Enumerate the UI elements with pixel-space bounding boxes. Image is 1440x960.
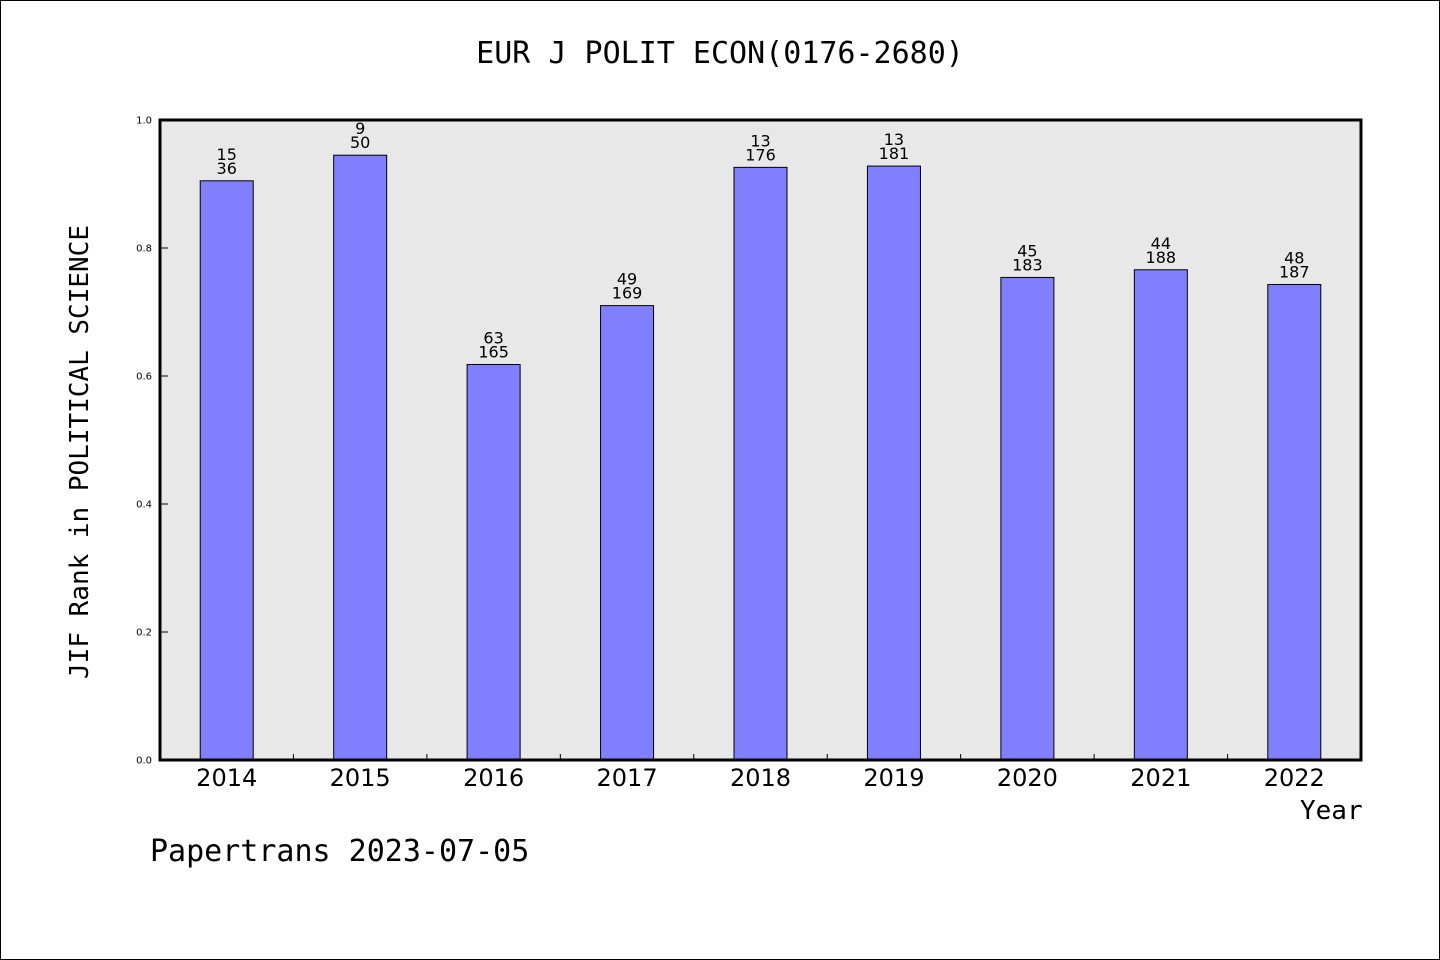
bar xyxy=(733,166,788,761)
bar-total-label: 183 xyxy=(1012,255,1043,274)
bar-total-label: 36 xyxy=(217,159,237,178)
y-tick-label: 1.0 xyxy=(136,116,152,127)
bar xyxy=(333,154,388,761)
y-tick-label: 0.0 xyxy=(136,756,152,767)
bar-total-label: 181 xyxy=(879,144,910,163)
x-axis-label: Year xyxy=(1300,796,1363,826)
y-tick-label: 0.4 xyxy=(136,500,152,511)
x-tick-label: 2019 xyxy=(863,764,924,792)
bar-rank-label: 9 xyxy=(355,119,365,138)
bar-rank-label: 15 xyxy=(217,145,237,164)
bar-rank-label: 48 xyxy=(1284,248,1304,267)
bar-total-label: 50 xyxy=(350,133,370,152)
chart-title: EUR J POLIT ECON(0176-2680) xyxy=(476,36,964,71)
bar-rank-label: 49 xyxy=(617,270,637,289)
plot-border xyxy=(158,118,1363,762)
x-tick-label: 2016 xyxy=(463,764,524,792)
x-tick-label: 2018 xyxy=(730,764,791,792)
bar xyxy=(1000,276,1055,761)
x-tick-label: 2014 xyxy=(196,764,257,792)
bar-total-label: 176 xyxy=(745,145,776,164)
bar xyxy=(600,305,655,761)
bar xyxy=(199,180,254,761)
x-tick-label: 2015 xyxy=(330,764,391,792)
y-tick-label: 0.8 xyxy=(136,244,152,255)
x-tick-label: 2020 xyxy=(997,764,1058,792)
bar-rank-label: 13 xyxy=(750,131,770,150)
bar-total-label: 188 xyxy=(1146,248,1177,267)
bar-rank-label: 63 xyxy=(483,328,503,347)
bar-rank-label: 13 xyxy=(884,130,904,149)
bar-rank-label: 44 xyxy=(1151,234,1171,253)
bar-total-label: 165 xyxy=(478,342,509,361)
bar-total-label: 187 xyxy=(1279,262,1310,281)
x-tick-label: 2017 xyxy=(597,764,658,792)
footer-credit: Papertrans 2023-07-05 xyxy=(150,834,530,869)
x-tick-label: 2021 xyxy=(1130,764,1191,792)
y-tick-label: 0.6 xyxy=(136,372,152,383)
bar-total-label: 169 xyxy=(612,284,643,303)
bar xyxy=(1133,269,1188,761)
bar-rank-label: 45 xyxy=(1017,241,1037,260)
bar xyxy=(1267,283,1322,761)
x-tick-label: 2022 xyxy=(1264,764,1325,792)
bar xyxy=(466,363,521,761)
bar xyxy=(866,165,921,761)
y-tick-label: 0.2 xyxy=(136,628,152,639)
